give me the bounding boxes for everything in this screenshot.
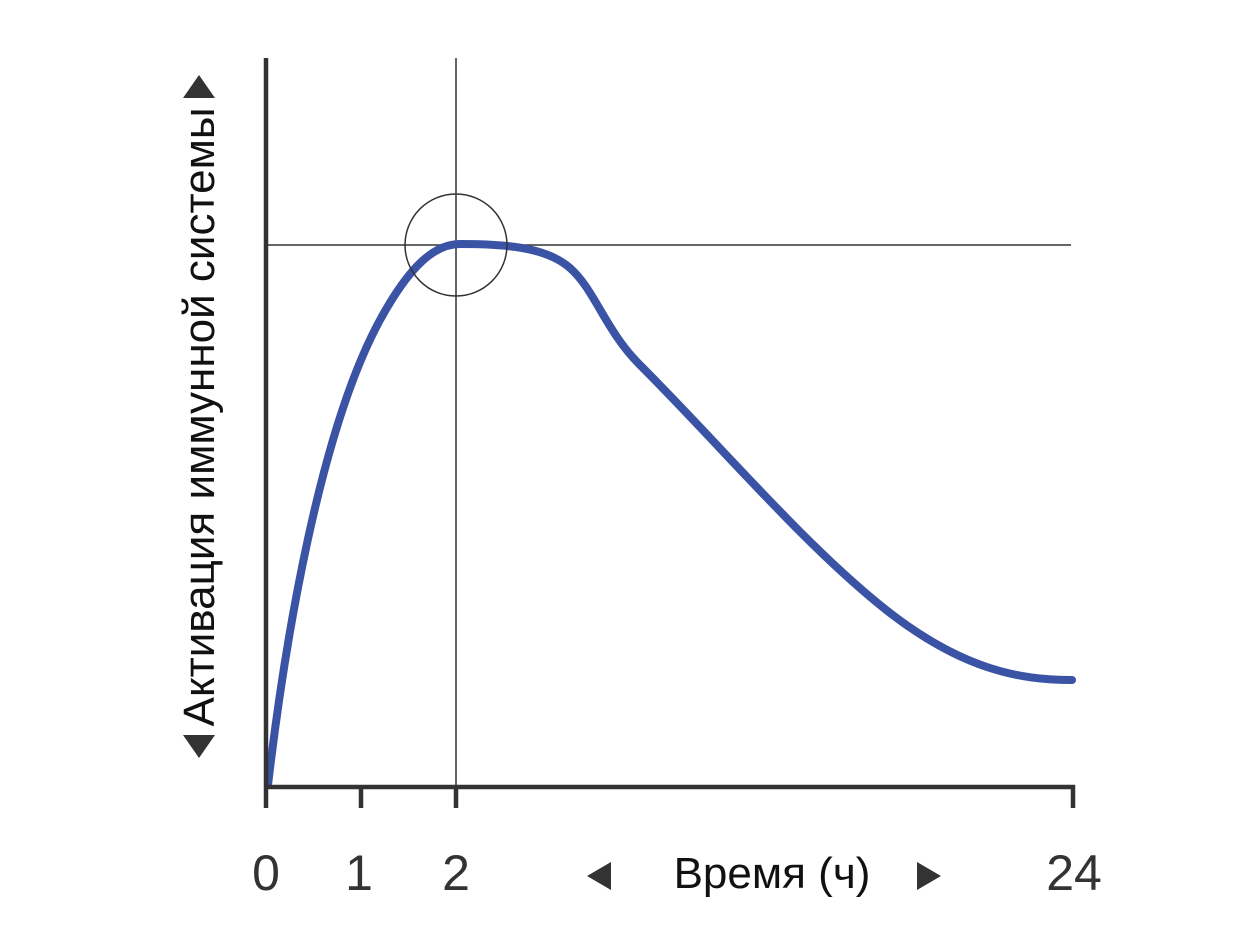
y-axis-label: Активация иммунной системы [175, 107, 224, 726]
triangle-up-icon [183, 75, 215, 98]
x-tick-label-0: 0 [252, 845, 280, 901]
triangle-left-icon [587, 862, 611, 890]
triangle-right-icon [917, 862, 941, 890]
x-tick-label-24: 24 [1046, 845, 1102, 901]
x-tick-label-1: 1 [345, 845, 373, 901]
x-tick-label-2: 2 [442, 845, 470, 901]
activation-curve [264, 239, 1076, 789]
triangle-down-icon [183, 735, 215, 758]
x-axis-label: Время (ч) [674, 849, 871, 898]
peak-circle-marker [404, 193, 508, 297]
